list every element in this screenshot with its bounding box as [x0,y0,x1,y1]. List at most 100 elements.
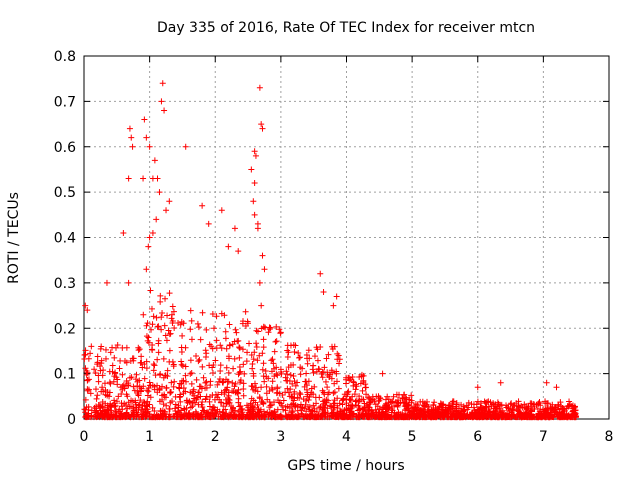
data-point [140,398,147,405]
data-point [160,374,167,381]
data-point [268,368,275,375]
data-point [289,400,296,407]
data-point [92,369,99,376]
data-point [297,354,304,361]
data-point [150,361,157,368]
data-point [162,414,169,421]
data-point [492,412,499,419]
data-point [236,345,243,352]
data-point [216,376,223,383]
data-point [213,313,220,320]
data-point [135,347,142,354]
data-point [158,326,165,333]
data-point [271,348,278,355]
data-point [207,382,214,389]
data-point [294,394,301,401]
data-point [305,347,312,354]
data-point [250,356,257,363]
data-point [164,367,171,374]
data-point [94,353,101,360]
data-point [297,364,304,371]
data-point [211,407,218,414]
data-point [104,406,111,413]
data-point [277,330,284,337]
data-point [150,367,157,374]
data-point [306,406,313,413]
data-point [334,395,341,402]
data-point [567,414,574,421]
data-point [222,335,229,342]
data-point [377,413,384,420]
data-point [351,391,358,398]
data-point [150,313,157,320]
data-point [359,387,366,394]
data-point [217,399,224,406]
data-point [177,398,184,405]
data-point [238,405,245,412]
data-point [284,353,291,360]
data-point [143,333,150,340]
data-point [162,295,169,302]
data-point [215,378,222,385]
data-point [125,279,132,286]
data-point [246,412,253,419]
data-point [522,410,529,417]
data-point [297,371,304,378]
data-point [194,413,201,420]
data-point [106,368,113,375]
data-point [324,405,331,412]
data-point [408,399,415,406]
data-point [175,404,182,411]
data-point [330,302,337,309]
data-point [254,225,261,232]
data-point [229,407,236,414]
data-point [321,411,328,418]
data-point [187,370,194,377]
x-tick-label: 2 [211,429,220,445]
data-point [146,143,153,150]
data-point [260,323,267,330]
data-point [102,346,109,353]
data-point [197,393,204,400]
data-point [95,378,102,385]
data-point [204,409,211,416]
data-point [303,370,310,377]
data-point [497,402,504,409]
data-point [273,364,280,371]
data-point [149,404,156,411]
data-point [363,401,370,408]
data-point [303,352,310,359]
data-point [239,346,246,353]
data-point [153,314,160,321]
data-point [272,338,279,345]
data-point [274,406,281,413]
data-point [104,392,111,399]
data-point [112,370,119,377]
data-point [440,401,447,408]
data-point [147,394,154,401]
data-point [414,413,421,420]
data-point [295,349,302,356]
data-point [199,407,206,414]
data-point [250,370,257,377]
data-point [178,358,185,365]
data-point [130,383,137,390]
data-point [245,407,252,414]
data-point [94,361,101,368]
data-point [188,369,195,376]
data-point [126,374,133,381]
data-point [195,401,202,408]
data-point [322,378,329,385]
data-point [169,320,176,327]
data-point [258,121,265,128]
data-point [130,404,137,411]
data-point [483,404,490,411]
data-point [314,357,321,364]
data-point [305,397,312,404]
data-point [546,411,553,418]
data-point [128,134,135,141]
data-point [400,400,407,407]
data-point [292,404,299,411]
data-point [183,405,190,412]
data-point [102,355,109,362]
